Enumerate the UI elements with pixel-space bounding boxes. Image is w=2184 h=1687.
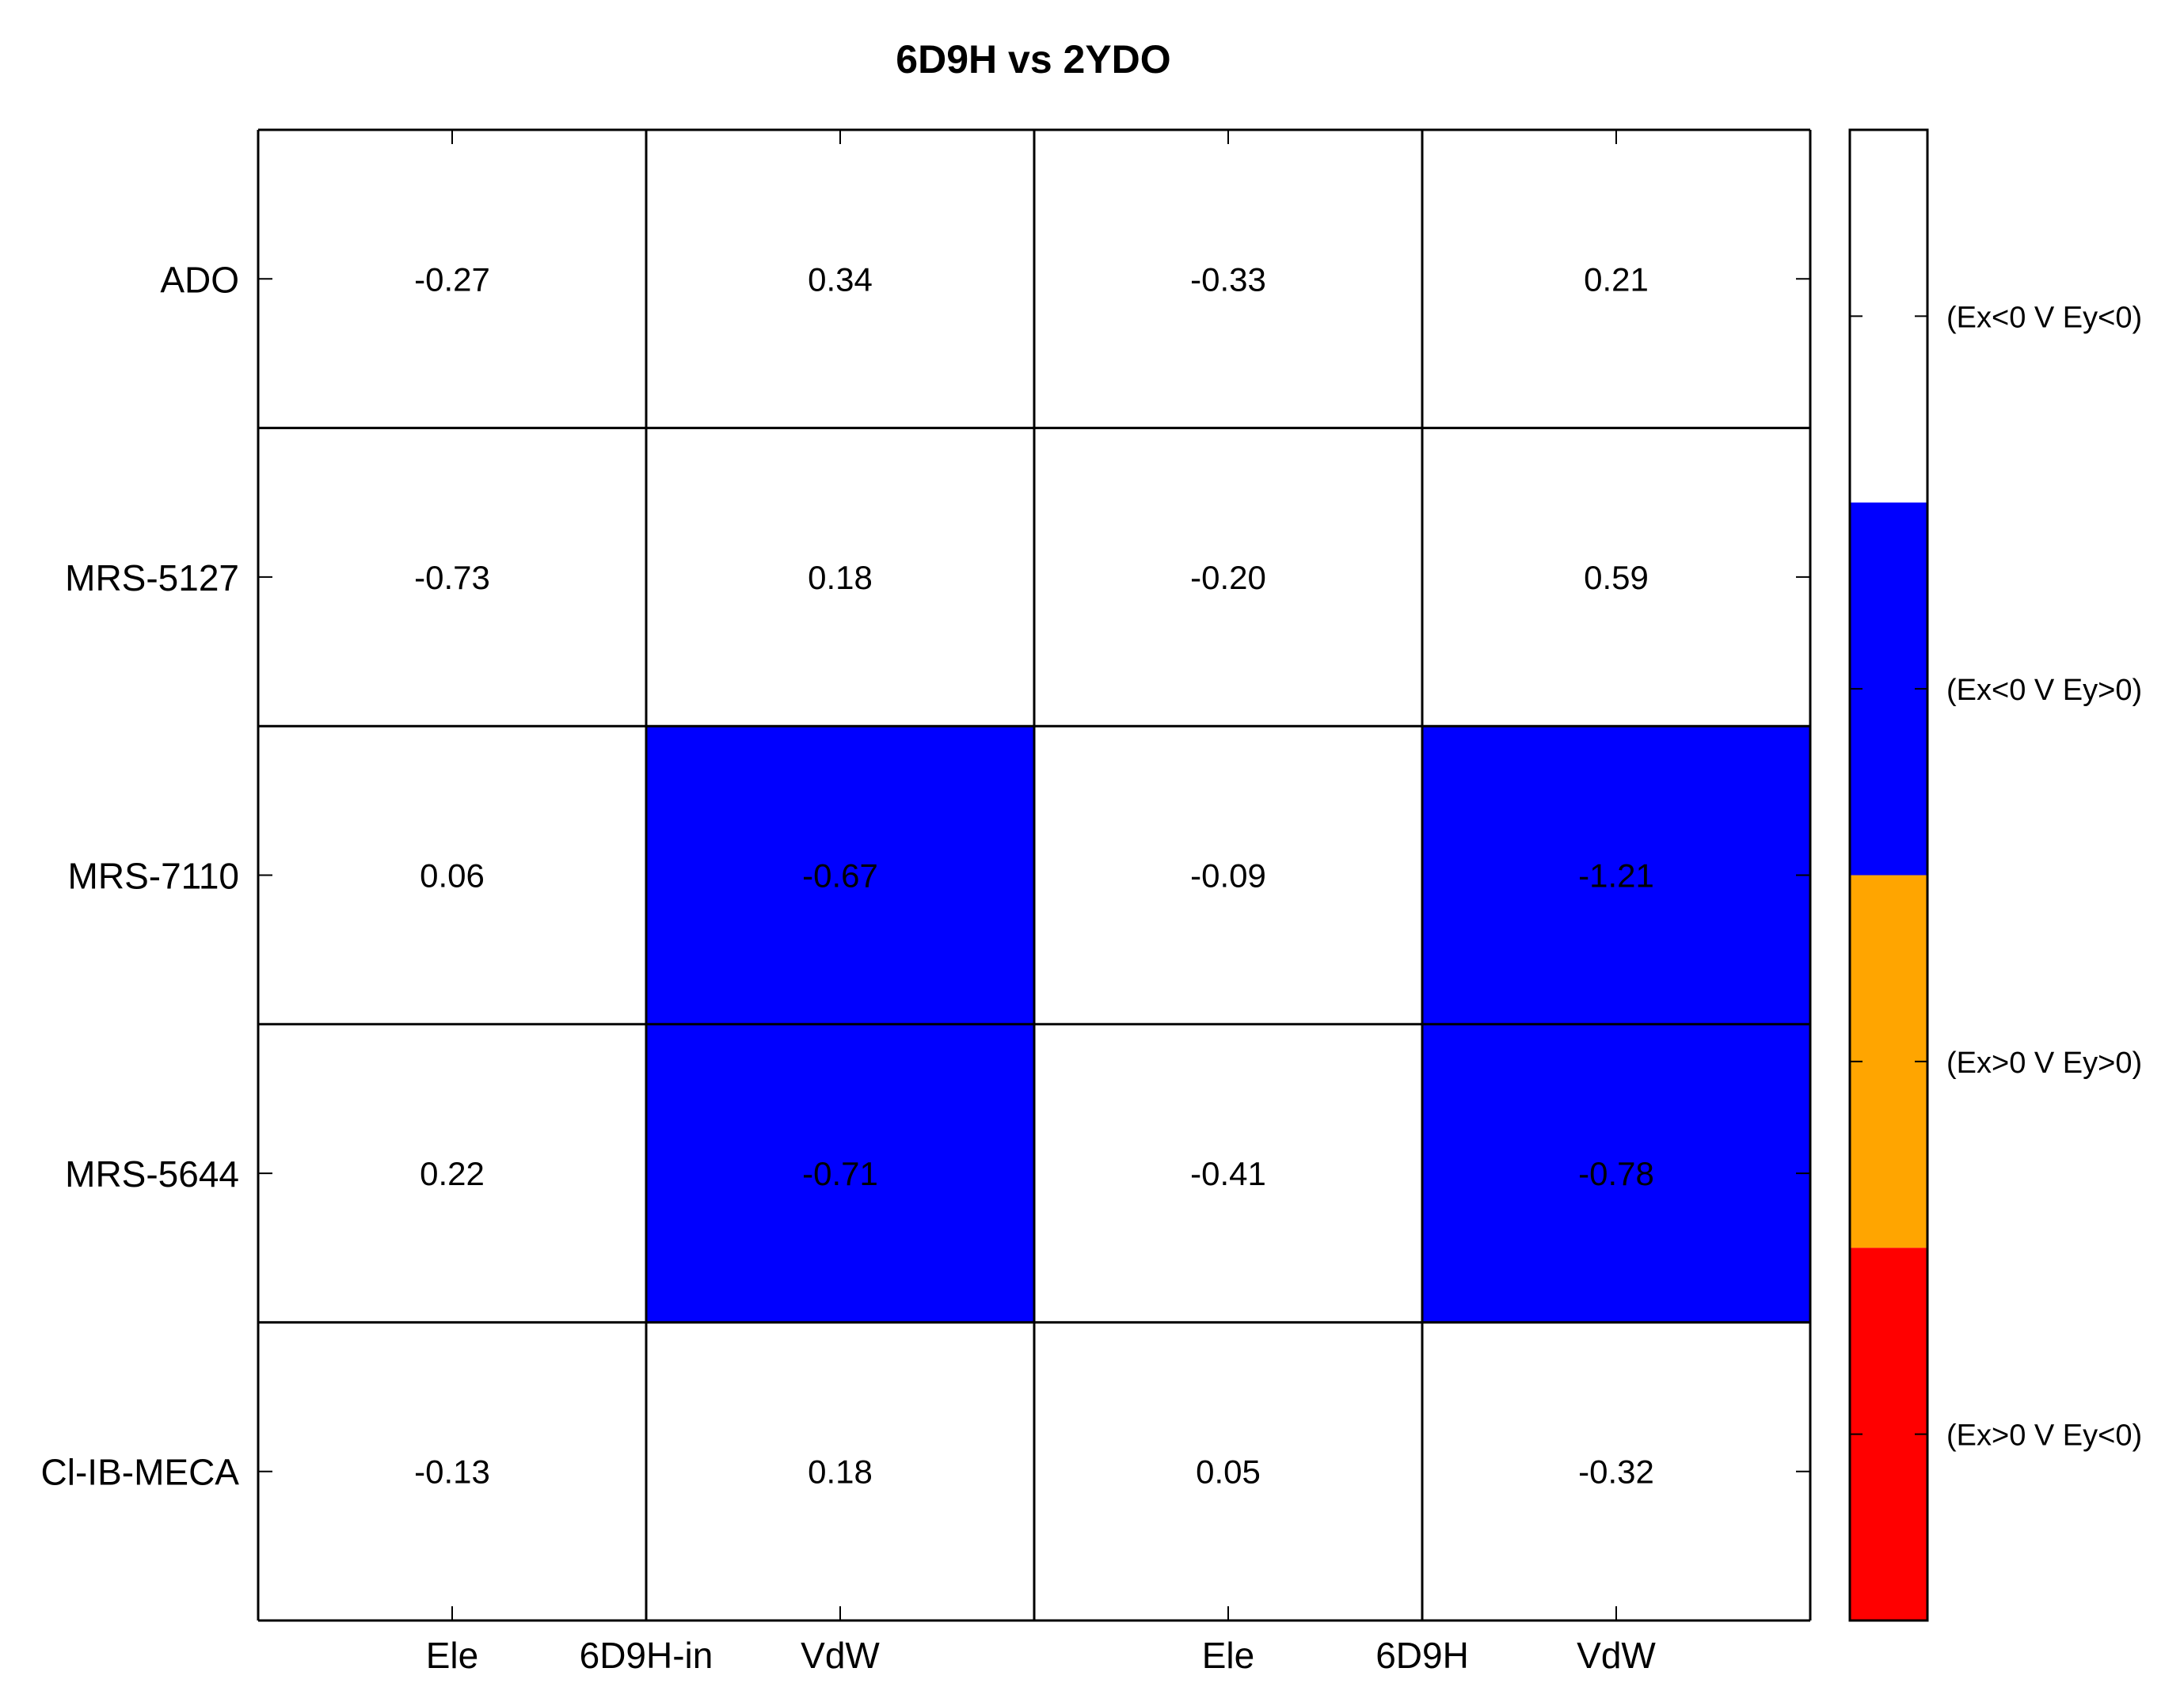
legend-label: (Ex<0 V Ey<0) [1946, 301, 2142, 334]
heatmap-cell [258, 726, 646, 1024]
column-label: Ele [1202, 1635, 1254, 1676]
cell-value-label: -0.32 [1578, 1453, 1654, 1491]
column-labels: Ele VdW Ele VdW 6D9H-in 6D9H [426, 1635, 1657, 1676]
heatmap-cell [1034, 1322, 1422, 1621]
cell-value-label: -0.73 [414, 559, 490, 596]
cell-value-label: 0.05 [1196, 1453, 1261, 1491]
column-label: VdW [801, 1635, 880, 1676]
row-labels: ADO MRS-5127 MRS-7110 MRS-5644 Cl-IB-MECA [41, 259, 240, 1492]
heatmap-cell [646, 427, 1034, 727]
heatmap-cell [1034, 130, 1422, 428]
heatmap-cell [1422, 1322, 1810, 1621]
cell-value-label: -0.71 [802, 1155, 878, 1192]
cell-value-labels: -0.27 0.34 -0.33 0.21 -0.73 0.18 -0.20 0.59 0.06… [414, 260, 1654, 1490]
row-label: Cl-IB-MECA [41, 1452, 240, 1493]
heatmap-cell [258, 1024, 646, 1323]
heatmap-cell [1034, 1024, 1422, 1323]
heatmap-cell [1422, 1024, 1810, 1323]
heatmap-cell [646, 130, 1034, 428]
legend-label: (Ex<0 V Ey>0) [1946, 674, 2142, 707]
colorbar-legend: (Ex<0 V Ey<0) (Ex<0 V Ey>0) (Ex>0 V Ey>0) (… [1848, 128, 2142, 1622]
legend-swatch [1850, 1248, 1927, 1621]
legend-border [1848, 128, 1929, 1622]
heatmap-cell [1422, 130, 1810, 428]
row-label: MRS-5644 [65, 1153, 239, 1195]
cell-value-label: 0.22 [420, 1155, 485, 1192]
column-group-label: 6D9H [1375, 1635, 1469, 1676]
heatmap-cell [258, 130, 646, 428]
cell-value-label: 0.06 [420, 857, 485, 895]
cell-value-label: -0.13 [414, 1453, 490, 1491]
column-group-label: 6D9H-in [580, 1635, 713, 1676]
heatmap-cell [1034, 726, 1422, 1024]
cell-value-label: 0.18 [808, 1453, 873, 1491]
cell-value-label: -1.21 [1578, 857, 1654, 895]
chart-title: 6D9H vs 2YDO [896, 37, 1170, 82]
row-label: MRS-7110 [68, 856, 239, 897]
legend-swatch [1850, 875, 1927, 1248]
row-label: ADO [160, 259, 239, 300]
row-label: MRS-5127 [65, 557, 239, 598]
column-label: VdW [1577, 1635, 1656, 1676]
cell-value-label: -0.67 [802, 857, 878, 895]
cell-value-label: -0.78 [1578, 1155, 1654, 1192]
heatmap-cell [1034, 427, 1422, 727]
heatmap-cell [258, 427, 646, 727]
heatmap-cells [258, 130, 1810, 1621]
heatmap-cell [646, 1322, 1034, 1621]
heatmap-grid [257, 128, 1812, 1622]
heatmap-cell [1422, 726, 1810, 1024]
heatmap-cell [646, 1024, 1034, 1323]
cell-value-label: -0.33 [1190, 260, 1266, 298]
cell-value-label: 0.21 [1584, 260, 1649, 298]
cell-value-label: 0.18 [808, 559, 873, 596]
legend-swatch [1850, 502, 1927, 876]
heatmap-cell [258, 1322, 646, 1621]
legend-label: (Ex>0 V Ey<0) [1946, 1419, 2142, 1453]
heatmap-cell [1422, 427, 1810, 727]
cell-value-label: -0.41 [1190, 1155, 1266, 1192]
cell-value-label: -0.27 [414, 260, 490, 298]
cell-value-label: -0.09 [1190, 857, 1266, 895]
legend-swatch [1850, 130, 1927, 503]
cell-value-label: 0.34 [808, 260, 873, 298]
cell-value-label: -0.20 [1190, 559, 1266, 596]
column-label: Ele [426, 1635, 478, 1676]
cell-value-label: 0.59 [1584, 559, 1649, 596]
heatmap-cell [646, 726, 1034, 1024]
legend-label: (Ex>0 V Ey>0) [1946, 1047, 2142, 1080]
